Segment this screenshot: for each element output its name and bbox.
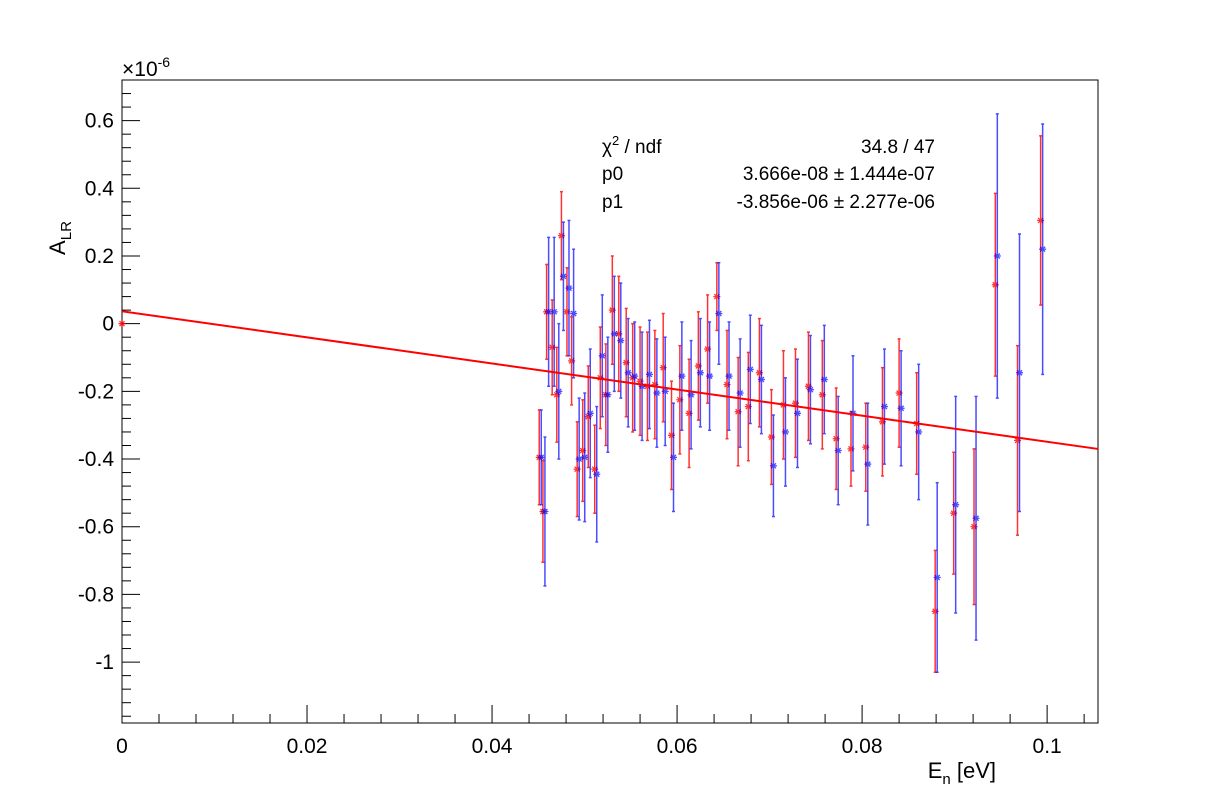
- stats-row-chi2-name: χ2 / ndf: [602, 133, 662, 158]
- data-point: [993, 252, 1001, 260]
- data-point: [769, 462, 777, 470]
- data-point: [575, 455, 583, 463]
- x-axis-label: En [eV]: [928, 758, 996, 788]
- plot-frame: [121, 79, 1099, 724]
- y-exponent-power: -6: [158, 54, 171, 70]
- x-axis-label-sub: n: [942, 771, 950, 788]
- data-point: [746, 365, 754, 373]
- data-point: [1039, 245, 1047, 253]
- data-point: [645, 370, 653, 378]
- data-point: [670, 453, 678, 461]
- y-exponent: ×10-6: [122, 54, 170, 81]
- data-point: [661, 387, 669, 395]
- data-point: [952, 501, 960, 509]
- y-exponent-base: ×10: [122, 58, 158, 81]
- data-point: [537, 453, 545, 461]
- data-point: [757, 376, 765, 384]
- data-point: [565, 284, 573, 292]
- data-point: [631, 372, 639, 380]
- data-point: [793, 409, 801, 417]
- data-point: [617, 337, 625, 345]
- data-point: [678, 372, 686, 380]
- data-point: [624, 369, 632, 377]
- data-point: [736, 389, 744, 397]
- y-tick-label: -0.8: [78, 583, 114, 606]
- data-point: [820, 376, 828, 384]
- x-axis-label-main: E: [928, 758, 943, 783]
- x-axis-label-unit: [eV]: [951, 758, 996, 783]
- data-point: [604, 391, 612, 399]
- data-point: [550, 308, 558, 316]
- data-point: [725, 372, 733, 380]
- x-tick-label: 0.04: [472, 735, 513, 758]
- data-point: [598, 352, 606, 360]
- data-point: [915, 428, 923, 436]
- data-point: [933, 573, 941, 581]
- y-tick-label: -0.4: [78, 448, 115, 471]
- y-axis-label: ALR: [45, 221, 75, 255]
- series-1: [537, 113, 1047, 673]
- fit-layer: [121, 310, 1099, 450]
- stats-row-p1-name: p1: [602, 192, 623, 213]
- stats-row-chi2-value: 34.8 / 47: [861, 137, 935, 158]
- data-point: [706, 372, 714, 380]
- data-point: [653, 389, 661, 397]
- data-point: [864, 460, 872, 468]
- x-tick-label: 0: [116, 735, 128, 758]
- stats-row-p0-name: p0: [602, 164, 623, 185]
- y-tick-label: -0.6: [78, 516, 114, 539]
- x-tick-label: 0.1: [1033, 735, 1062, 758]
- x-tick-label: 0.02: [287, 735, 328, 758]
- data-point: [118, 320, 126, 328]
- data-series: [118, 113, 1047, 673]
- x-tick-labels: 0 0.02 0.04 0.06 0.08 0.1: [116, 735, 1062, 758]
- data-point: [972, 514, 980, 522]
- data-point: [806, 386, 814, 394]
- y-axis-label-main: A: [45, 240, 70, 255]
- stats-row-p0-value: 3.666e-08 ± 1.444e-07: [743, 164, 935, 185]
- data-point: [541, 507, 549, 515]
- data-point: [834, 447, 842, 455]
- data-point: [687, 391, 695, 399]
- data-point: [781, 428, 789, 436]
- y-tick-label: 0.2: [85, 245, 114, 268]
- data-point: [1016, 369, 1024, 377]
- fit-line: [121, 310, 1099, 450]
- y-tick-label: 0: [102, 313, 114, 336]
- data-point: [570, 310, 578, 318]
- stats-row-p1-value: -3.856e-06 ± 2.277e-06: [737, 192, 935, 213]
- data-point: [610, 330, 618, 338]
- y-tick-label: 0.6: [85, 110, 114, 133]
- data-point: [696, 369, 704, 377]
- y-tick-label: -0.2: [78, 380, 114, 403]
- x-tick-label: 0.08: [842, 735, 883, 758]
- data-point: [880, 403, 888, 411]
- data-point: [593, 470, 601, 478]
- data-point: [555, 387, 563, 395]
- data-point: [897, 404, 905, 412]
- series-0: [118, 135, 1045, 673]
- data-point: [559, 272, 567, 280]
- data-point: [586, 409, 594, 417]
- y-tick-label: -1: [95, 651, 114, 674]
- data-point: [581, 453, 589, 461]
- data-point: [715, 310, 723, 318]
- y-tick-label: 0.4: [85, 177, 115, 200]
- axis-ticks: [121, 79, 1085, 723]
- fit-stats-box: χ2 / ndf 34.8 / 47 p0 3.666e-08 ± 1.444e…: [602, 133, 935, 213]
- y-tick-labels: 0.6 0.4 0.2 0 -0.2 -0.4 -0.6 -0.8 -1: [78, 110, 115, 674]
- y-axis-label-sub: LR: [58, 221, 75, 240]
- x-tick-label: 0.06: [657, 735, 698, 758]
